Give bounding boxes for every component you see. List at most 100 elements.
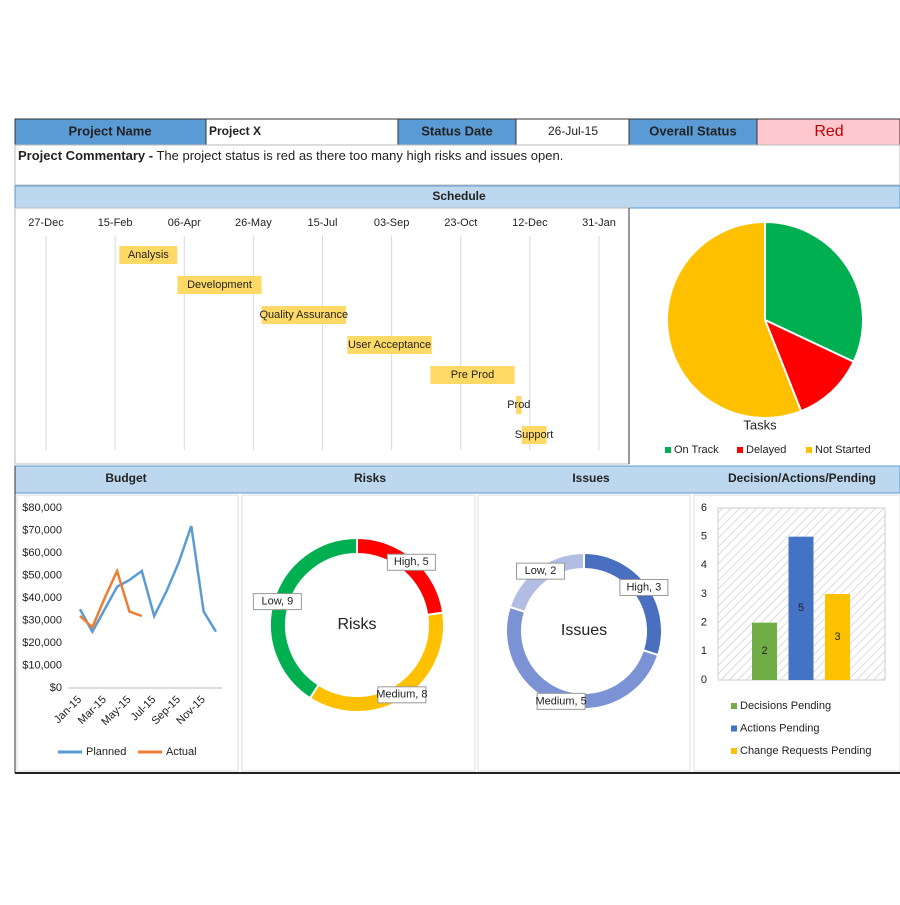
y-tick-label: $70,000	[22, 524, 62, 536]
legend-label: Actual	[166, 746, 197, 758]
task-label: Analysis	[128, 249, 169, 261]
legend-swatch	[731, 725, 737, 732]
header-cell	[756, 118, 900, 146]
y-tick-label: $20,000	[22, 637, 62, 649]
header-label: Project Name	[68, 123, 151, 138]
data-label: 2	[761, 645, 767, 657]
legend-swatch	[806, 447, 812, 453]
data-label: High, 5	[394, 556, 429, 568]
chart-title: Risks	[337, 616, 376, 633]
chart-title: Tasks	[743, 417, 777, 432]
x-tick-label: 03-Sep	[374, 217, 409, 229]
donut-slice	[508, 551, 585, 614]
x-tick-label: 15-Jul	[308, 217, 338, 229]
y-tick-label: $80,000	[22, 502, 62, 514]
task-bar	[177, 276, 262, 294]
label-box	[386, 553, 436, 571]
label-box	[536, 692, 586, 710]
x-tick-label: 31-Jan	[582, 217, 616, 229]
chart-title: Issues	[561, 622, 607, 639]
x-tick-label: 26-May	[235, 217, 272, 229]
legend-swatch	[665, 447, 671, 453]
header-value: Project X	[209, 124, 261, 138]
header-label: Status Date	[421, 123, 493, 138]
x-tick-label: 23-Oct	[444, 217, 477, 229]
legend-label: On Track	[674, 444, 719, 456]
commentary-text: The project status is red as there too m…	[156, 148, 563, 163]
task-label: Pre Prod	[451, 369, 494, 381]
y-tick-label: $60,000	[22, 547, 62, 559]
section-title: Budget	[105, 471, 146, 485]
header-value: Red	[814, 123, 843, 140]
y-tick-label: $40,000	[22, 592, 62, 604]
bar	[752, 622, 777, 680]
header-cell	[14, 118, 207, 146]
section-title: Decision/Actions/Pending	[728, 471, 876, 485]
y-tick-label: 0	[701, 674, 707, 686]
y-tick-label: 6	[701, 502, 707, 514]
header-cell	[205, 118, 399, 146]
task-bar	[347, 336, 432, 354]
data-label: Low, 2	[525, 565, 557, 577]
donut-slice	[269, 536, 358, 700]
y-tick-label: 3	[701, 588, 707, 600]
data-label: Low, 9	[261, 596, 293, 608]
x-tick-label: 12-Dec	[512, 217, 548, 229]
pie-slice	[764, 220, 864, 364]
label-box	[619, 579, 669, 597]
legend-label: Delayed	[746, 444, 786, 456]
label-box	[377, 686, 427, 704]
commentary: Project Commentary - The project status …	[18, 148, 563, 163]
section-title: Risks	[354, 471, 386, 485]
header-value: 26-Jul-15	[548, 124, 598, 138]
task-bar	[516, 396, 522, 414]
legend-swatch	[731, 748, 737, 754]
x-tick-label: 15-Feb	[98, 217, 133, 229]
legend-swatch	[731, 703, 737, 709]
bar	[788, 536, 814, 680]
bar	[825, 594, 850, 680]
label-box	[252, 593, 302, 611]
data-label: Medium, 5	[535, 695, 586, 707]
legend-label: Planned	[86, 746, 126, 758]
y-tick-label: $10,000	[22, 659, 62, 671]
task-label: Development	[187, 279, 252, 291]
line-series	[78, 525, 218, 635]
pie-slice	[763, 318, 856, 413]
task-bar	[119, 246, 178, 264]
legend-label: Actions Pending	[740, 722, 820, 734]
task-bar	[261, 306, 347, 324]
y-tick-label: 5	[701, 531, 707, 543]
task-bar	[430, 366, 515, 384]
pie-slice	[666, 220, 803, 419]
task-label: Quality Assurance	[260, 309, 349, 321]
task-label: Prod	[507, 399, 530, 411]
task-label: Support	[515, 429, 554, 441]
line-series	[79, 567, 143, 630]
y-tick-label: 2	[701, 617, 707, 629]
header-label: Overall Status	[649, 123, 736, 138]
y-tick-label: 1	[701, 645, 707, 657]
task-bar	[521, 426, 547, 444]
data-label: Medium, 8	[376, 689, 427, 701]
data-label: 3	[834, 631, 840, 643]
y-tick-label: $50,000	[22, 569, 62, 581]
task-label: User Acceptance	[348, 339, 431, 351]
legend-label: Decisions Pending	[740, 700, 831, 712]
x-tick-label: 27-Dec	[28, 217, 64, 229]
data-label: 5	[798, 602, 804, 614]
label-box	[516, 562, 566, 580]
legend-swatch	[737, 447, 743, 453]
commentary-box	[14, 144, 900, 186]
x-tick-label: 06-Apr	[168, 217, 201, 229]
y-tick-label: 4	[701, 559, 707, 571]
section-title: Schedule	[432, 189, 486, 203]
commentary-label: Project Commentary -	[18, 148, 153, 163]
y-tick-label: $0	[50, 682, 62, 694]
section-title: Issues	[572, 471, 610, 485]
panel	[16, 494, 239, 772]
legend-label: Not Started	[815, 444, 871, 456]
data-label: High, 3	[626, 581, 661, 593]
